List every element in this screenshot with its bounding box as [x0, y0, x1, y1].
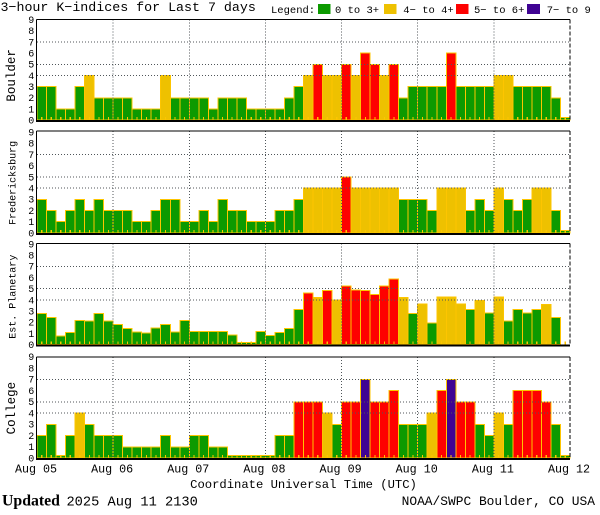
svg-text:7: 7 [28, 151, 34, 162]
svg-text:3: 3 [28, 83, 34, 94]
svg-text:7: 7 [28, 38, 34, 49]
svg-text:1: 1 [28, 218, 34, 229]
svg-text:3: 3 [28, 308, 34, 319]
svg-text:Aug 06: Aug 06 [91, 463, 133, 477]
svg-text:Fredericksburg: Fredericksburg [8, 141, 20, 225]
svg-text:Aug 09: Aug 09 [320, 463, 362, 477]
svg-text:5: 5 [28, 173, 34, 184]
svg-text:6: 6 [28, 387, 34, 398]
svg-text:3−hour K−indices for Last 7 da: 3−hour K−indices for Last 7 days [1, 0, 256, 15]
svg-text:8: 8 [28, 364, 34, 375]
svg-text:3: 3 [28, 196, 34, 207]
svg-text:7: 7 [28, 263, 34, 274]
svg-text:0: 0 [28, 341, 34, 352]
svg-text:0: 0 [28, 117, 34, 128]
svg-text:Legend:: Legend: [271, 5, 315, 17]
svg-text:NOAA/SWPC Boulder, CO USA: NOAA/SWPC Boulder, CO USA [402, 494, 596, 509]
svg-text:7− to 9: 7− to 9 [547, 5, 591, 17]
svg-text:3: 3 [28, 421, 34, 432]
svg-text:7: 7 [28, 376, 34, 387]
svg-text:1: 1 [28, 105, 34, 116]
svg-text:2: 2 [28, 432, 34, 443]
svg-text:0: 0 [28, 229, 34, 240]
svg-text:4: 4 [28, 185, 34, 196]
svg-text:Aug 05: Aug 05 [15, 463, 57, 477]
svg-text:6: 6 [28, 162, 34, 173]
svg-text:4− to 4+: 4− to 4+ [403, 5, 453, 17]
svg-text:9: 9 [28, 129, 34, 140]
svg-text:2: 2 [28, 94, 34, 105]
svg-text:0: 0 [28, 454, 34, 465]
svg-text:4: 4 [28, 296, 34, 307]
svg-text:2: 2 [28, 207, 34, 218]
svg-text:5: 5 [28, 398, 34, 409]
svg-text:8: 8 [28, 27, 34, 38]
svg-text:5− to 6+: 5− to 6+ [474, 5, 524, 17]
svg-text:Aug 10: Aug 10 [396, 463, 438, 477]
svg-text:0 to 3+: 0 to 3+ [335, 5, 379, 17]
svg-text:9: 9 [28, 240, 34, 251]
svg-text:9: 9 [28, 353, 34, 364]
svg-text:College: College [5, 382, 19, 435]
svg-text:6: 6 [28, 50, 34, 61]
svg-text:1: 1 [28, 330, 34, 341]
svg-text:Coordinate Universal Time (UTC: Coordinate Universal Time (UTC) [190, 478, 417, 492]
svg-text:Est. Planetary: Est. Planetary [8, 255, 20, 339]
svg-text:4: 4 [28, 409, 34, 420]
svg-text:Aug 12: Aug 12 [548, 463, 590, 477]
svg-text:4: 4 [28, 72, 34, 83]
svg-text:8: 8 [28, 252, 34, 263]
svg-text:5: 5 [28, 61, 34, 72]
svg-text:Aug 11: Aug 11 [472, 463, 514, 477]
svg-text:9: 9 [28, 16, 34, 27]
svg-text:5: 5 [28, 285, 34, 296]
svg-text:1: 1 [28, 443, 34, 454]
svg-text:Aug 07: Aug 07 [167, 463, 209, 477]
svg-text:8: 8 [28, 140, 34, 151]
svg-text:2: 2 [28, 319, 34, 330]
svg-text:6: 6 [28, 274, 34, 285]
svg-text:Boulder: Boulder [5, 49, 19, 102]
svg-text:Aug 08: Aug 08 [243, 463, 285, 477]
